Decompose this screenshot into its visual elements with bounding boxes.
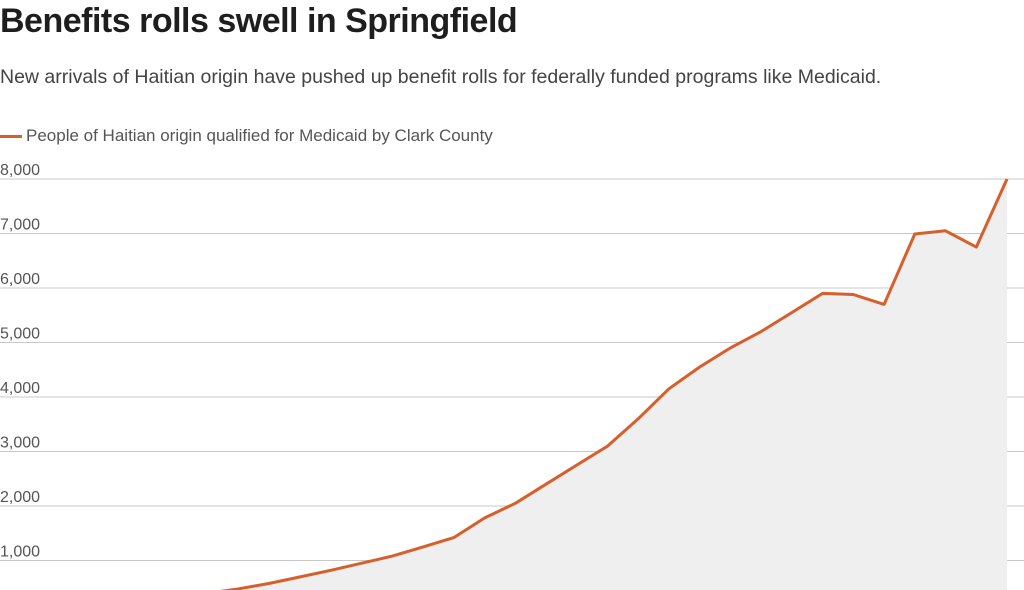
y-tick-label: 7,000 [0,217,40,234]
legend: People of Haitian origin qualified for M… [0,126,493,146]
chart-title: Benefits rolls swell in Springfield [0,2,518,40]
y-axis-ticks: 1,000 2,000 3,000 4,000 5,000 6,000 7,000 8,000 [0,162,40,561]
legend-swatch [0,134,22,138]
y-tick-label: 1,000 [0,544,40,561]
y-tick-label: 2,000 [0,489,40,506]
chart-subtitle: New arrivals of Haitian origin have push… [0,66,882,88]
series-line [219,178,1009,590]
y-tick-label: 4,000 [0,380,40,397]
y-tick-label: 3,000 [0,435,40,452]
legend-label: People of Haitian origin qualified for M… [26,126,493,145]
y-tick-label: 8,000 [0,162,40,179]
series-area [230,179,1007,590]
y-tick-label: 6,000 [0,271,40,288]
y-tick-label: 5,000 [0,326,40,343]
